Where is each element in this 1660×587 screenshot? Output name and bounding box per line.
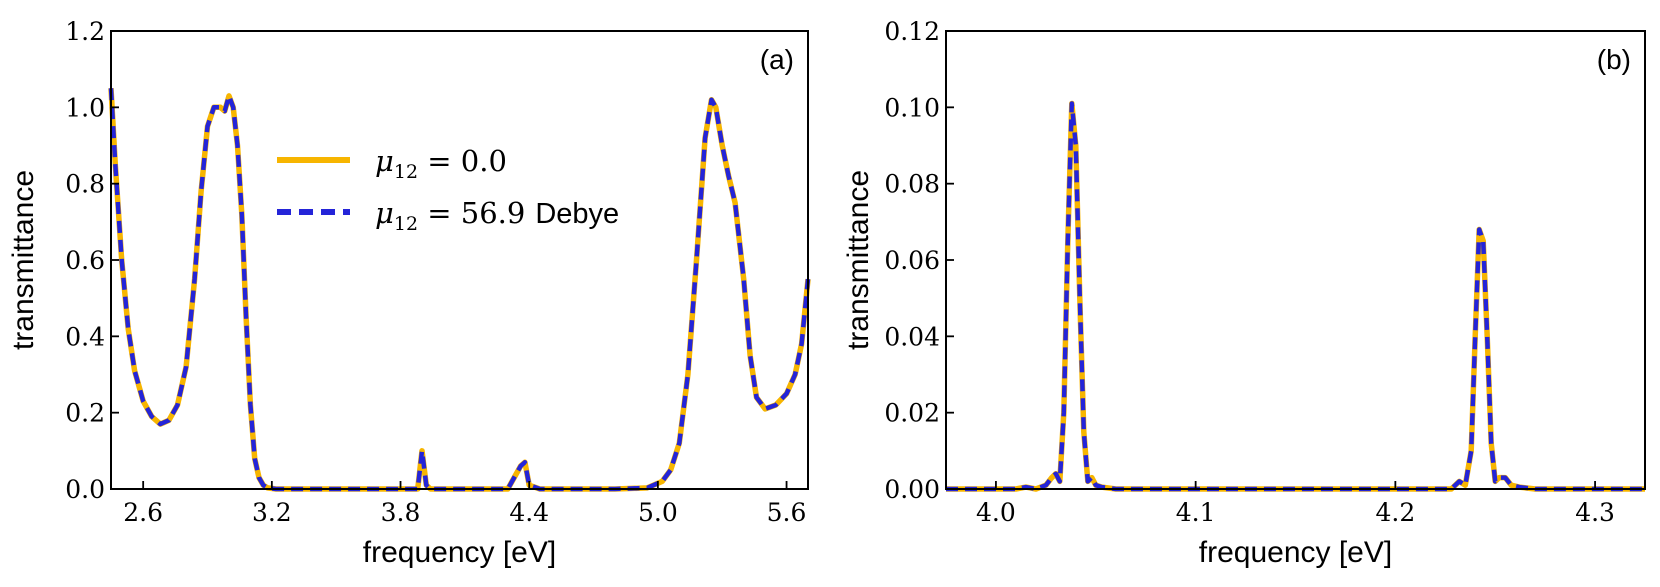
panel-a-label: (a): [760, 44, 794, 75]
legend-label-solid-rest: = 0.0: [418, 144, 507, 178]
panel-a: 2.6 3.2 3.8 4.4 5.0 5.60.00.20.40.60.81.01.2 …: [7, 17, 811, 569]
panel-a-ticks: 2.6 3.2 3.8 4.4 5.0 5.6 0.0 0.2 0.4 0.6 0.8 1.0 1.2: [65, 17, 806, 527]
panel-b-ylabel: transmittance: [842, 170, 875, 350]
panel-b-ytick-label: 0.02: [884, 399, 940, 428]
panel-b-ytick-label: 0.00: [884, 475, 940, 504]
legend-label-solid-var: μ: [375, 144, 394, 178]
panel-b-ytick-label: 0.04: [884, 322, 940, 351]
legend-label-dashed-sub: 12: [394, 213, 418, 235]
panel-b-ticks: 4.0 4.1 4.2 4.3 0.00 0.02 0.04 0.06 0.08 0.10 0.12: [884, 17, 1615, 527]
legend-label-dashed: μ12 = 56.9 Debye: [375, 196, 619, 235]
panel-b-line-dashed: [946, 101, 1645, 492]
panel-a-ytick-label: 0.4: [65, 322, 105, 351]
panel-b-frame: [945, 30, 1646, 490]
panel-b-series-dashed: [946, 101, 1645, 492]
legend-label-dashed-rest: = 56.9: [418, 196, 525, 230]
legend: μ12 = 0.0 μ12 = 56.9 Debye: [277, 144, 619, 235]
panel-a-xtick-label: 3.8: [381, 498, 421, 527]
panel-b-line-solid: [946, 100, 1645, 492]
panel-b-series-solid: [946, 100, 1645, 492]
panel-b: 4.0 4.1 4.2 4.3 0.00 0.02 0.04 0.06 0.08 0.10 0.12…: [842, 17, 1646, 569]
panel-a-ylabel: transmittance: [7, 170, 40, 350]
panel-a-line-dashed: [108, 88, 811, 492]
panel-a-ytick-label: 1.0: [65, 93, 105, 122]
panel-b-ytick-label: 0.08: [884, 170, 940, 199]
panel-b-xtick-label: 4.1: [1176, 498, 1216, 527]
panel-b-label: (b): [1597, 44, 1631, 75]
panel-a-ytick-label: 0.2: [65, 399, 105, 428]
legend-label-solid: μ12 = 0.0: [375, 144, 507, 183]
panel-a-xtick-label: 2.6: [123, 498, 163, 527]
panel-a-ytick-label: 1.2: [65, 17, 105, 46]
panel-a-xtick-label: 5.0: [638, 498, 678, 527]
panel-a-ytick-label: 0.8: [65, 170, 105, 199]
panel-a-xlabel: frequency [eV]: [363, 536, 556, 569]
panel-a-xtick-label: 4.4: [509, 498, 549, 527]
panel-b-ytick-label: 0.06: [884, 246, 940, 275]
legend-label-dashed-var: μ: [375, 196, 394, 230]
panel-a-ytick-label: 0.0: [65, 475, 105, 504]
panel-b-xtick-label: 4.0: [976, 498, 1016, 527]
panel-b-xtick-label: 4.3: [1575, 498, 1615, 527]
panel-b-ytick-label: 0.12: [884, 17, 940, 46]
panel-a-frame: [110, 30, 809, 490]
panel-b-ytick-label: 0.10: [884, 93, 940, 122]
panel-a-series-dashed: [108, 88, 811, 492]
panel-a-xtick-label: 5.6: [767, 498, 807, 527]
panel-b-xtick-label: 4.2: [1375, 498, 1415, 527]
panel-a-ytick-label: 0.6: [65, 246, 105, 275]
legend-label-dashed-unit: Debye: [535, 198, 619, 230]
panel-b-xlabel: frequency [eV]: [1199, 536, 1392, 569]
legend-label-solid-sub: 12: [394, 161, 418, 183]
panel-a-xtick-label: 3.2: [252, 498, 292, 527]
